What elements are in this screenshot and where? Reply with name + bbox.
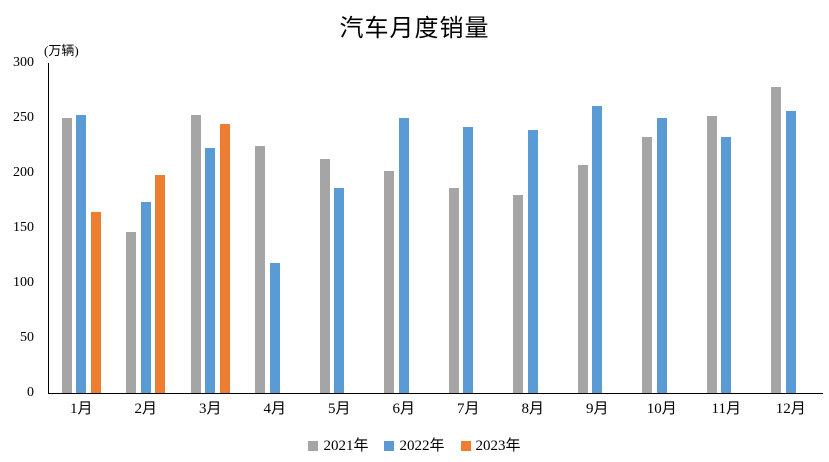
bar <box>384 170 395 393</box>
legend-label: 2022年 <box>399 438 445 454</box>
y-tick-label: 100 <box>13 275 34 290</box>
bar <box>721 136 732 393</box>
bar <box>577 165 588 393</box>
bar <box>642 136 653 393</box>
bar <box>785 111 796 393</box>
bar <box>155 175 166 393</box>
bar <box>61 118 72 393</box>
legend-item: 2021年 <box>308 438 368 454</box>
bar <box>190 114 201 393</box>
bar <box>656 118 667 393</box>
legend-item: 2023年 <box>460 438 521 454</box>
bar <box>513 195 524 393</box>
x-tick-label: 6月 <box>392 401 415 417</box>
y-axis-line <box>48 63 49 394</box>
legend-label: 2023年 <box>475 438 521 454</box>
y-tick-label: 250 <box>13 110 34 125</box>
bar <box>205 147 216 393</box>
x-axis-labels: 1月 2月 3月 4月 5月 6月 7月 8月 9月 10月 11月 12月 <box>49 399 823 419</box>
y-axis-unit-label: (万辆) <box>44 43 79 58</box>
legend-swatch-icon <box>460 441 471 451</box>
bar <box>398 118 409 393</box>
bar <box>334 188 345 393</box>
bar <box>463 126 474 393</box>
legend-item: 2022年 <box>384 438 445 454</box>
x-tick-label: 1月 <box>69 401 93 417</box>
x-axis-line <box>48 392 823 394</box>
x-tick-label: 3月 <box>198 401 222 417</box>
bar <box>527 130 538 393</box>
y-tick-label: 0 <box>27 385 34 400</box>
x-tick-label: 10月 <box>646 401 677 417</box>
legend-label: 2021年 <box>323 438 369 454</box>
x-tick-label: 11月 <box>711 401 741 417</box>
x-tick-label: 8月 <box>521 401 544 417</box>
bar <box>126 232 137 393</box>
y-tick-label: 50 <box>20 330 34 345</box>
bar <box>592 105 603 393</box>
x-tick-label: 9月 <box>585 401 609 417</box>
bar <box>76 114 87 393</box>
bar <box>269 263 280 393</box>
bar <box>140 201 151 393</box>
bar <box>219 123 230 393</box>
bar <box>448 188 459 393</box>
x-tick-label: 12月 <box>775 401 806 417</box>
x-tick-label: 2月 <box>134 401 157 417</box>
y-tick-label: 200 <box>13 165 34 180</box>
chart-title: 汽车月度销量 <box>339 16 490 42</box>
plot-area <box>48 63 823 394</box>
bar <box>319 158 330 393</box>
bar <box>706 115 717 393</box>
bar <box>771 87 782 393</box>
legend: 2021年 2022年 2023年 <box>0 438 829 454</box>
x-tick-label: 7月 <box>456 401 480 417</box>
bar <box>255 145 266 393</box>
legend-swatch-icon <box>308 441 319 451</box>
y-tick-label: 150 <box>13 220 34 235</box>
legend-swatch-icon <box>384 441 395 451</box>
bar <box>90 211 101 393</box>
y-tick-label: 300 <box>13 55 34 70</box>
x-tick-label: 5月 <box>327 401 351 417</box>
x-tick-label: 4月 <box>263 401 286 417</box>
